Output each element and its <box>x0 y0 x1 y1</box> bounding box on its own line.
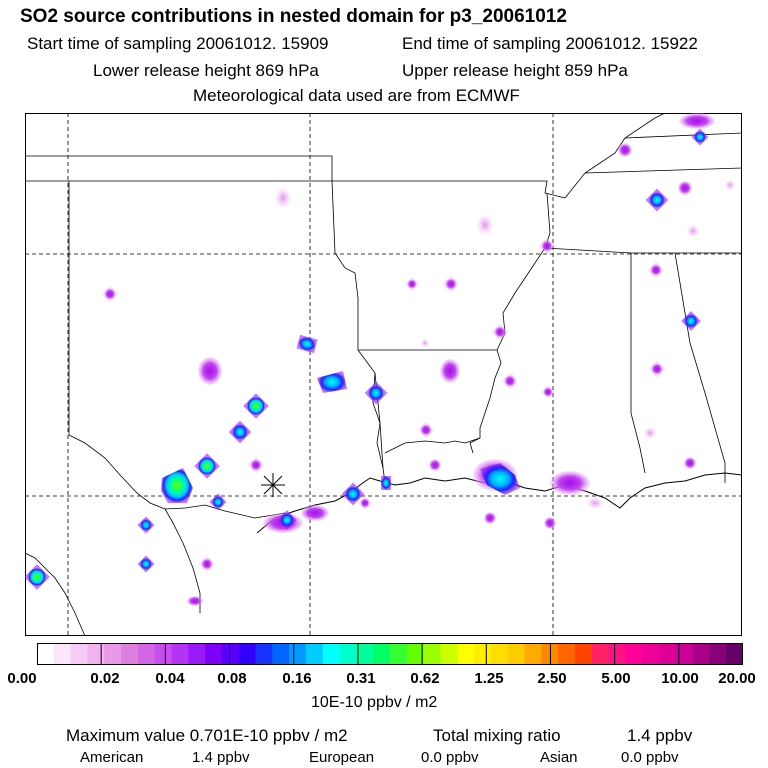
colorbar-swatch <box>709 643 727 665</box>
colorbar-tick: 0.62 <box>410 670 440 687</box>
colorbar-tick: 0.16 <box>282 670 312 687</box>
plume-spots <box>25 113 735 606</box>
colorbar-swatch <box>608 643 626 665</box>
state-border <box>358 349 502 454</box>
state-border <box>25 155 566 199</box>
american-label: American <box>80 749 144 766</box>
total-mixing-ratio-value: 1.4 ppbv <box>627 726 693 745</box>
asian-label: Asian <box>540 749 578 766</box>
colorbar-tick: 1.25 <box>474 670 504 687</box>
colorbar-swatch <box>272 643 290 665</box>
colorbar-swatch <box>658 643 677 665</box>
colorbar-swatch <box>205 643 223 665</box>
colorbar-swatch <box>339 643 357 665</box>
colorbar-swatch <box>675 643 694 665</box>
colorbar-swatch <box>490 643 509 665</box>
colorbar-swatch <box>104 643 122 665</box>
colorbar-swatch <box>423 643 441 665</box>
colorbar-swatch <box>289 643 307 665</box>
release-site-marker <box>261 473 285 497</box>
colorbar-swatch <box>37 643 55 665</box>
colorbar-swatch <box>558 643 576 665</box>
colorbar-swatch <box>322 643 341 665</box>
boundaries <box>25 113 742 519</box>
end-time-label: End time of sampling 20061012. 15922 <box>402 34 698 53</box>
colorbar-tick: 0.02 <box>90 670 120 687</box>
colorbar-swatch <box>692 643 710 665</box>
page-title: SO2 source contributions in nested domai… <box>20 6 567 27</box>
colorbar-tick: 0.08 <box>217 670 247 687</box>
colorbar-tick: 20.00 <box>718 670 756 687</box>
colorbar-tick: 0.00 <box>7 670 37 687</box>
colorbar-swatch <box>154 643 172 665</box>
asian-value: 0.0 ppbv <box>621 749 679 766</box>
colorbar-swatch <box>591 643 610 665</box>
colorbar-swatch <box>373 643 391 665</box>
colorbar-swatch <box>188 643 206 665</box>
colorbar-tick: 0.04 <box>155 670 185 687</box>
colorbar-swatch <box>137 643 156 665</box>
colorbar-tick: 0.31 <box>346 670 376 687</box>
state-border <box>331 180 384 469</box>
colorbar-swatch <box>305 643 324 665</box>
state-border <box>584 167 742 174</box>
colorbar-tick: 10.00 <box>661 670 699 687</box>
colorbar-swatch <box>726 643 743 665</box>
european-label: European <box>309 749 375 766</box>
european-value: 0.0 ppbv <box>421 749 479 766</box>
colorbar-swatch <box>474 643 492 665</box>
state-border <box>25 180 286 519</box>
colorbar-border <box>37 643 743 665</box>
colorbar-tick: 2.50 <box>537 670 567 687</box>
colorbar-swatch <box>457 643 475 665</box>
state-border <box>374 372 386 484</box>
colorbar-swatch <box>524 643 542 665</box>
american-value: 1.4 ppbv <box>192 749 250 766</box>
upper-release-label: Upper release height 859 hPa <box>402 61 628 80</box>
state-border <box>674 252 726 483</box>
start-time-label: Start time of sampling 20061012. 15909 <box>27 34 329 53</box>
colorbar-swatch <box>440 643 458 665</box>
colorbar-swatch <box>171 643 189 665</box>
colorbar-swatch <box>238 643 257 665</box>
colorbar-swatch <box>53 643 72 665</box>
state-border <box>544 247 646 474</box>
colorbar-swatch <box>625 643 643 665</box>
lower-release-label: Lower release height 869 hPa <box>93 61 319 80</box>
colorbar-swatch <box>642 643 660 665</box>
color-scale-bar <box>37 643 743 665</box>
colorbar-swatch <box>541 643 559 665</box>
colorbar-swatch <box>356 643 374 665</box>
maximum-value-label: Maximum value 0.701E-10 ppbv / m2 <box>66 726 348 745</box>
colorbar-tick: 5.00 <box>601 670 631 687</box>
colorbar-swatch <box>507 643 525 665</box>
total-mixing-ratio-label: Total mixing ratio <box>433 726 561 745</box>
state-border <box>624 132 742 139</box>
grid-lines <box>25 113 742 636</box>
colorbar-swatch <box>390 643 408 665</box>
state-border <box>496 192 551 351</box>
colorbar-swatch <box>221 643 240 665</box>
state-border <box>384 437 481 454</box>
colorbar-units: 10E-10 ppbv / m2 <box>311 694 438 711</box>
map-frame <box>25 113 742 636</box>
colorbar-swatch <box>121 643 139 665</box>
coastline <box>164 508 201 613</box>
river-border <box>25 552 86 636</box>
colorbar-swatch <box>406 643 425 665</box>
concentration-map <box>25 113 742 636</box>
colorbar-swatch <box>255 643 273 665</box>
colorbar-swatch <box>70 643 88 665</box>
colorbar-swatch <box>574 643 593 665</box>
met-data-label: Meteorological data used are from ECMWF <box>193 86 520 105</box>
colorbar-swatch <box>87 643 105 665</box>
